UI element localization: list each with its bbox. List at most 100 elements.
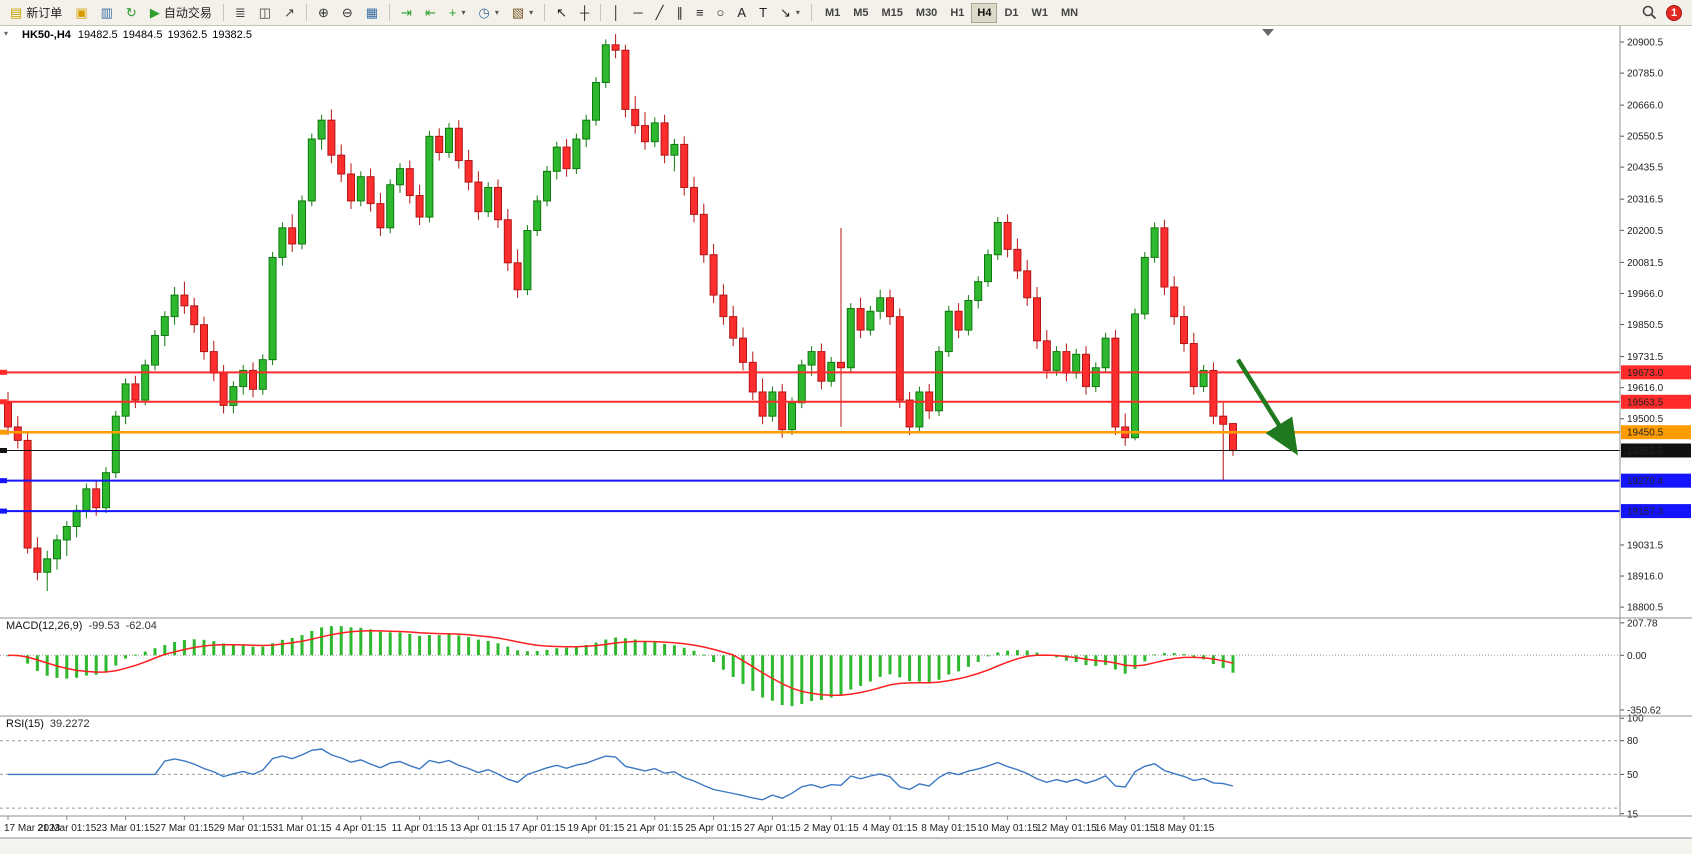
terminal-button[interactable]: ↻ — [120, 2, 143, 24]
price-axis-label: 19731.5 — [1627, 352, 1664, 363]
chevron-down-icon: ▾ — [529, 8, 534, 17]
chart-area[interactable]: ▾ HK50-,H4 19482.5 19484.5 19362.5 19382.5 M… — [0, 26, 1692, 854]
macd-histogram-bar — [1192, 655, 1196, 658]
bar-chart-button[interactable]: ≣ — [229, 2, 252, 24]
vertical-line-tool[interactable]: │ — [606, 2, 626, 24]
timeframe-h1[interactable]: H1 — [944, 3, 970, 23]
macd-histogram-bar — [1074, 655, 1078, 662]
line-chart-button[interactable]: ↗ — [278, 2, 301, 24]
date-axis-label: 4 May 01:15 — [862, 823, 917, 834]
shapes-tool[interactable]: ○ — [711, 2, 731, 24]
macd-histogram-bar — [486, 640, 490, 656]
textT-icon: T — [759, 5, 768, 20]
market-watch-button[interactable]: ▣ — [69, 2, 93, 24]
zoom-out-button[interactable]: ⊖ — [336, 2, 359, 24]
chart-canvas[interactable]: 20900.5 20785.0 20666.0 20550.5 20435.5 20316… — [0, 26, 1692, 854]
macd-histogram-bar — [1084, 655, 1088, 666]
notification-badge[interactable]: 1 — [1666, 4, 1682, 21]
zoom-in-button[interactable]: ⊕ — [312, 2, 335, 24]
fibonacci-tool[interactable]: ≡ — [690, 2, 710, 24]
candle — [503, 219, 512, 264]
trend-arrow-annotation[interactable] — [1236, 358, 1298, 456]
tile-windows-button[interactable]: ▦ — [360, 2, 384, 24]
date-axis-label: 17 Mar 2023 — [4, 823, 61, 834]
candle — [72, 509, 81, 528]
channel-tool[interactable]: ∥ — [670, 2, 689, 24]
timeframe-h4[interactable]: H4 — [971, 2, 998, 23]
candle — [445, 127, 453, 153]
candle — [229, 386, 238, 406]
candle — [641, 125, 649, 143]
date-axis-label: 12 May 01:15 — [1036, 823, 1097, 834]
macd-histogram-bar — [810, 655, 814, 702]
candle — [425, 135, 434, 218]
horizontal-line-tool[interactable]: ─ — [627, 2, 648, 24]
price-axis-label: 20081.5 — [1627, 258, 1664, 269]
macd-histogram-bar — [653, 642, 657, 656]
toolbar-right: 1 — [1642, 4, 1688, 21]
macd-histogram-bar — [692, 650, 696, 656]
macd-histogram-bar — [1221, 655, 1225, 669]
price-axis-label: 19850.5 — [1627, 320, 1664, 331]
macd-histogram-bar — [829, 655, 833, 698]
navigator-button[interactable]: ▥ — [95, 2, 119, 24]
level-left-marker — [0, 508, 7, 514]
candlestick-chart-button[interactable]: ◫ — [253, 2, 277, 24]
date-axis-label: 11 Apr 01:15 — [392, 823, 448, 834]
cube-icon: ▣ — [75, 5, 88, 20]
timeframe-m5[interactable]: M5 — [847, 3, 874, 23]
macd-histogram-bar — [476, 639, 480, 656]
auto-scroll-button[interactable]: ⇥ — [395, 2, 418, 24]
text-tool[interactable]: A — [731, 2, 752, 24]
macd-histogram-bar — [408, 633, 412, 656]
candle — [386, 184, 395, 229]
search-button[interactable] — [1642, 5, 1657, 20]
autotrading-button[interactable]: ▶ 自动交易 — [144, 2, 218, 24]
trendline-tool[interactable]: ╱ — [650, 2, 670, 24]
macd-histogram-bar — [398, 632, 402, 656]
macd-histogram-bar — [761, 655, 765, 698]
candle — [327, 119, 336, 156]
candle — [1219, 415, 1228, 425]
chevron-down-icon: ▾ — [461, 8, 466, 17]
macd-histogram-bar — [1006, 650, 1010, 656]
chart-shift-marker[interactable] — [1262, 29, 1274, 36]
candle — [886, 297, 894, 318]
new-order-button[interactable]: ▤ 新订单 — [4, 2, 68, 24]
arrows-tool[interactable]: ↘ ▾ — [774, 2, 806, 24]
timeframe-m1[interactable]: M1 — [819, 3, 846, 23]
timeframe-d1[interactable]: D1 — [998, 3, 1024, 23]
candle — [739, 337, 747, 363]
candle — [768, 391, 777, 417]
macd-histogram-bar — [447, 634, 451, 656]
candle — [366, 176, 375, 205]
periods-button[interactable]: ◷ ▾ — [472, 2, 504, 24]
candle — [347, 173, 355, 202]
grid-icon: ▦ — [365, 5, 379, 20]
indicators-button[interactable]: + ▾ — [443, 2, 472, 24]
candle — [1033, 297, 1041, 342]
macd-histogram-bar — [1055, 655, 1059, 658]
toolbar-separator — [810, 4, 812, 21]
chart-shift-button[interactable]: ⇤ — [419, 2, 442, 24]
timeframe-mn[interactable]: MN — [1055, 3, 1084, 23]
crosshair-tool[interactable]: ┼ — [574, 2, 595, 24]
timeframe-w1[interactable]: W1 — [1026, 3, 1055, 23]
macd-histogram-bar — [173, 641, 177, 656]
date-axis-label: 17 Apr 01:15 — [509, 823, 566, 834]
templates-button[interactable]: ▧ ▾ — [506, 2, 539, 24]
level-label-chip — [1621, 504, 1691, 519]
timeframe-m30[interactable]: M30 — [910, 3, 943, 23]
candle — [258, 359, 267, 390]
timeframe-m15[interactable]: M15 — [876, 3, 909, 23]
macd-histogram-bar — [359, 627, 363, 656]
candle — [1131, 313, 1139, 439]
chart-menu-button[interactable]: ▾ — [4, 29, 9, 38]
cursor-tool[interactable]: ↖ — [550, 2, 573, 24]
label-tool[interactable]: T — [753, 2, 773, 24]
autoscroll-icon: ⇥ — [401, 5, 412, 20]
level-label: 19563.5 — [1627, 397, 1664, 408]
candle — [611, 44, 620, 51]
macd-histogram-bar — [937, 655, 941, 680]
macd-histogram-bar — [320, 627, 324, 656]
